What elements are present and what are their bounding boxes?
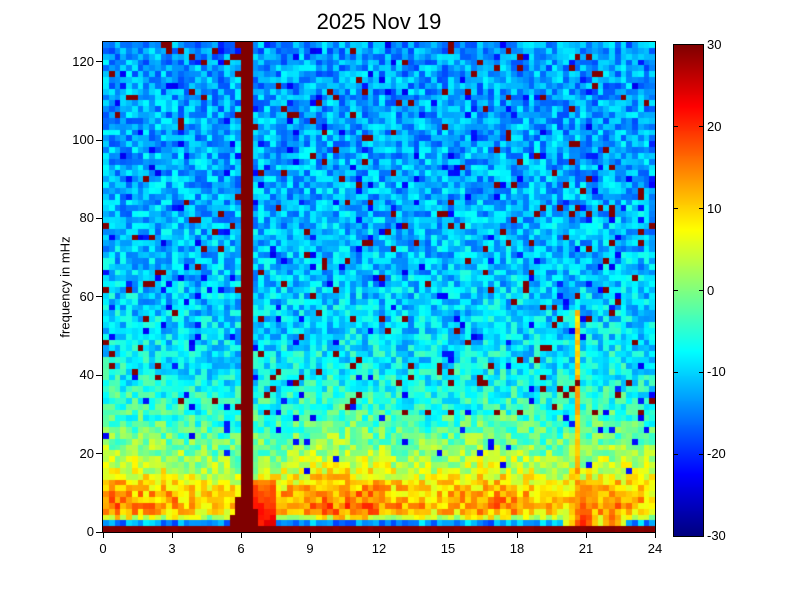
y-tick-mark [96,531,102,533]
colorbar-tick-mark [674,290,678,291]
x-tick-label: 15 [440,541,456,556]
spectrogram-canvas [103,42,655,532]
colorbar-tick-mark [699,371,703,373]
x-tick-label: 18 [509,541,525,556]
colorbar-tick-mark [699,453,703,455]
colorbar-tick-mark [699,290,703,291]
y-axis-label: frequency in mHz [57,236,73,338]
y-tick-mark [96,374,102,376]
x-tick-label: 6 [237,541,245,556]
x-tick-label: 3 [168,541,176,556]
x-tick-label: 9 [306,541,314,556]
y-tick-label: 0 [86,524,94,539]
colorbar-tick-label: 20 [707,118,722,134]
x-tick-mark [447,533,449,538]
colorbar-tick-label: 10 [707,200,722,216]
colorbar-tick-label: -30 [707,528,726,543]
colorbar-tick-mark [674,371,678,373]
colorbar-tick-label: 30 [707,37,722,52]
chart-title: 2025 Nov 19 [316,9,442,34]
x-tick-mark [516,533,518,538]
colorbar [673,44,704,537]
y-tick-mark [96,453,102,455]
y-tick-label: 40 [79,367,94,383]
colorbar-tick-label: 0 [707,282,715,298]
colorbar-tick-label: -20 [707,446,726,462]
colorbar-tick-mark [674,453,678,455]
x-tick-mark [171,533,173,538]
x-tick-mark [654,533,656,538]
y-tick-mark [96,139,102,141]
colorbar-tick-mark [674,126,678,128]
y-tick-label: 80 [79,210,94,226]
y-tick-label: 100 [72,132,94,147]
y-tick-label: 120 [72,53,94,69]
y-tick-mark [96,61,102,63]
colorbar-tick-label: -10 [707,364,726,380]
y-tick-mark [96,296,102,298]
x-tick-mark [585,533,587,538]
colorbar-tick-mark [699,126,703,128]
colorbar-tick-mark [699,208,703,210]
x-tick-label: 12 [371,541,387,556]
x-tick-label: 21 [578,541,594,556]
x-tick-label: 0 [99,541,107,556]
plot-area [102,41,656,533]
x-tick-label: 24 [647,541,663,556]
colorbar-tick-mark [674,208,678,210]
y-tick-label: 60 [79,288,94,304]
y-tick-mark [96,217,102,219]
x-tick-mark [378,533,380,538]
x-tick-mark [240,533,242,538]
x-tick-mark [102,533,104,538]
y-tick-label: 20 [79,445,94,461]
x-tick-mark [309,533,311,538]
colorbar-canvas [674,45,703,536]
